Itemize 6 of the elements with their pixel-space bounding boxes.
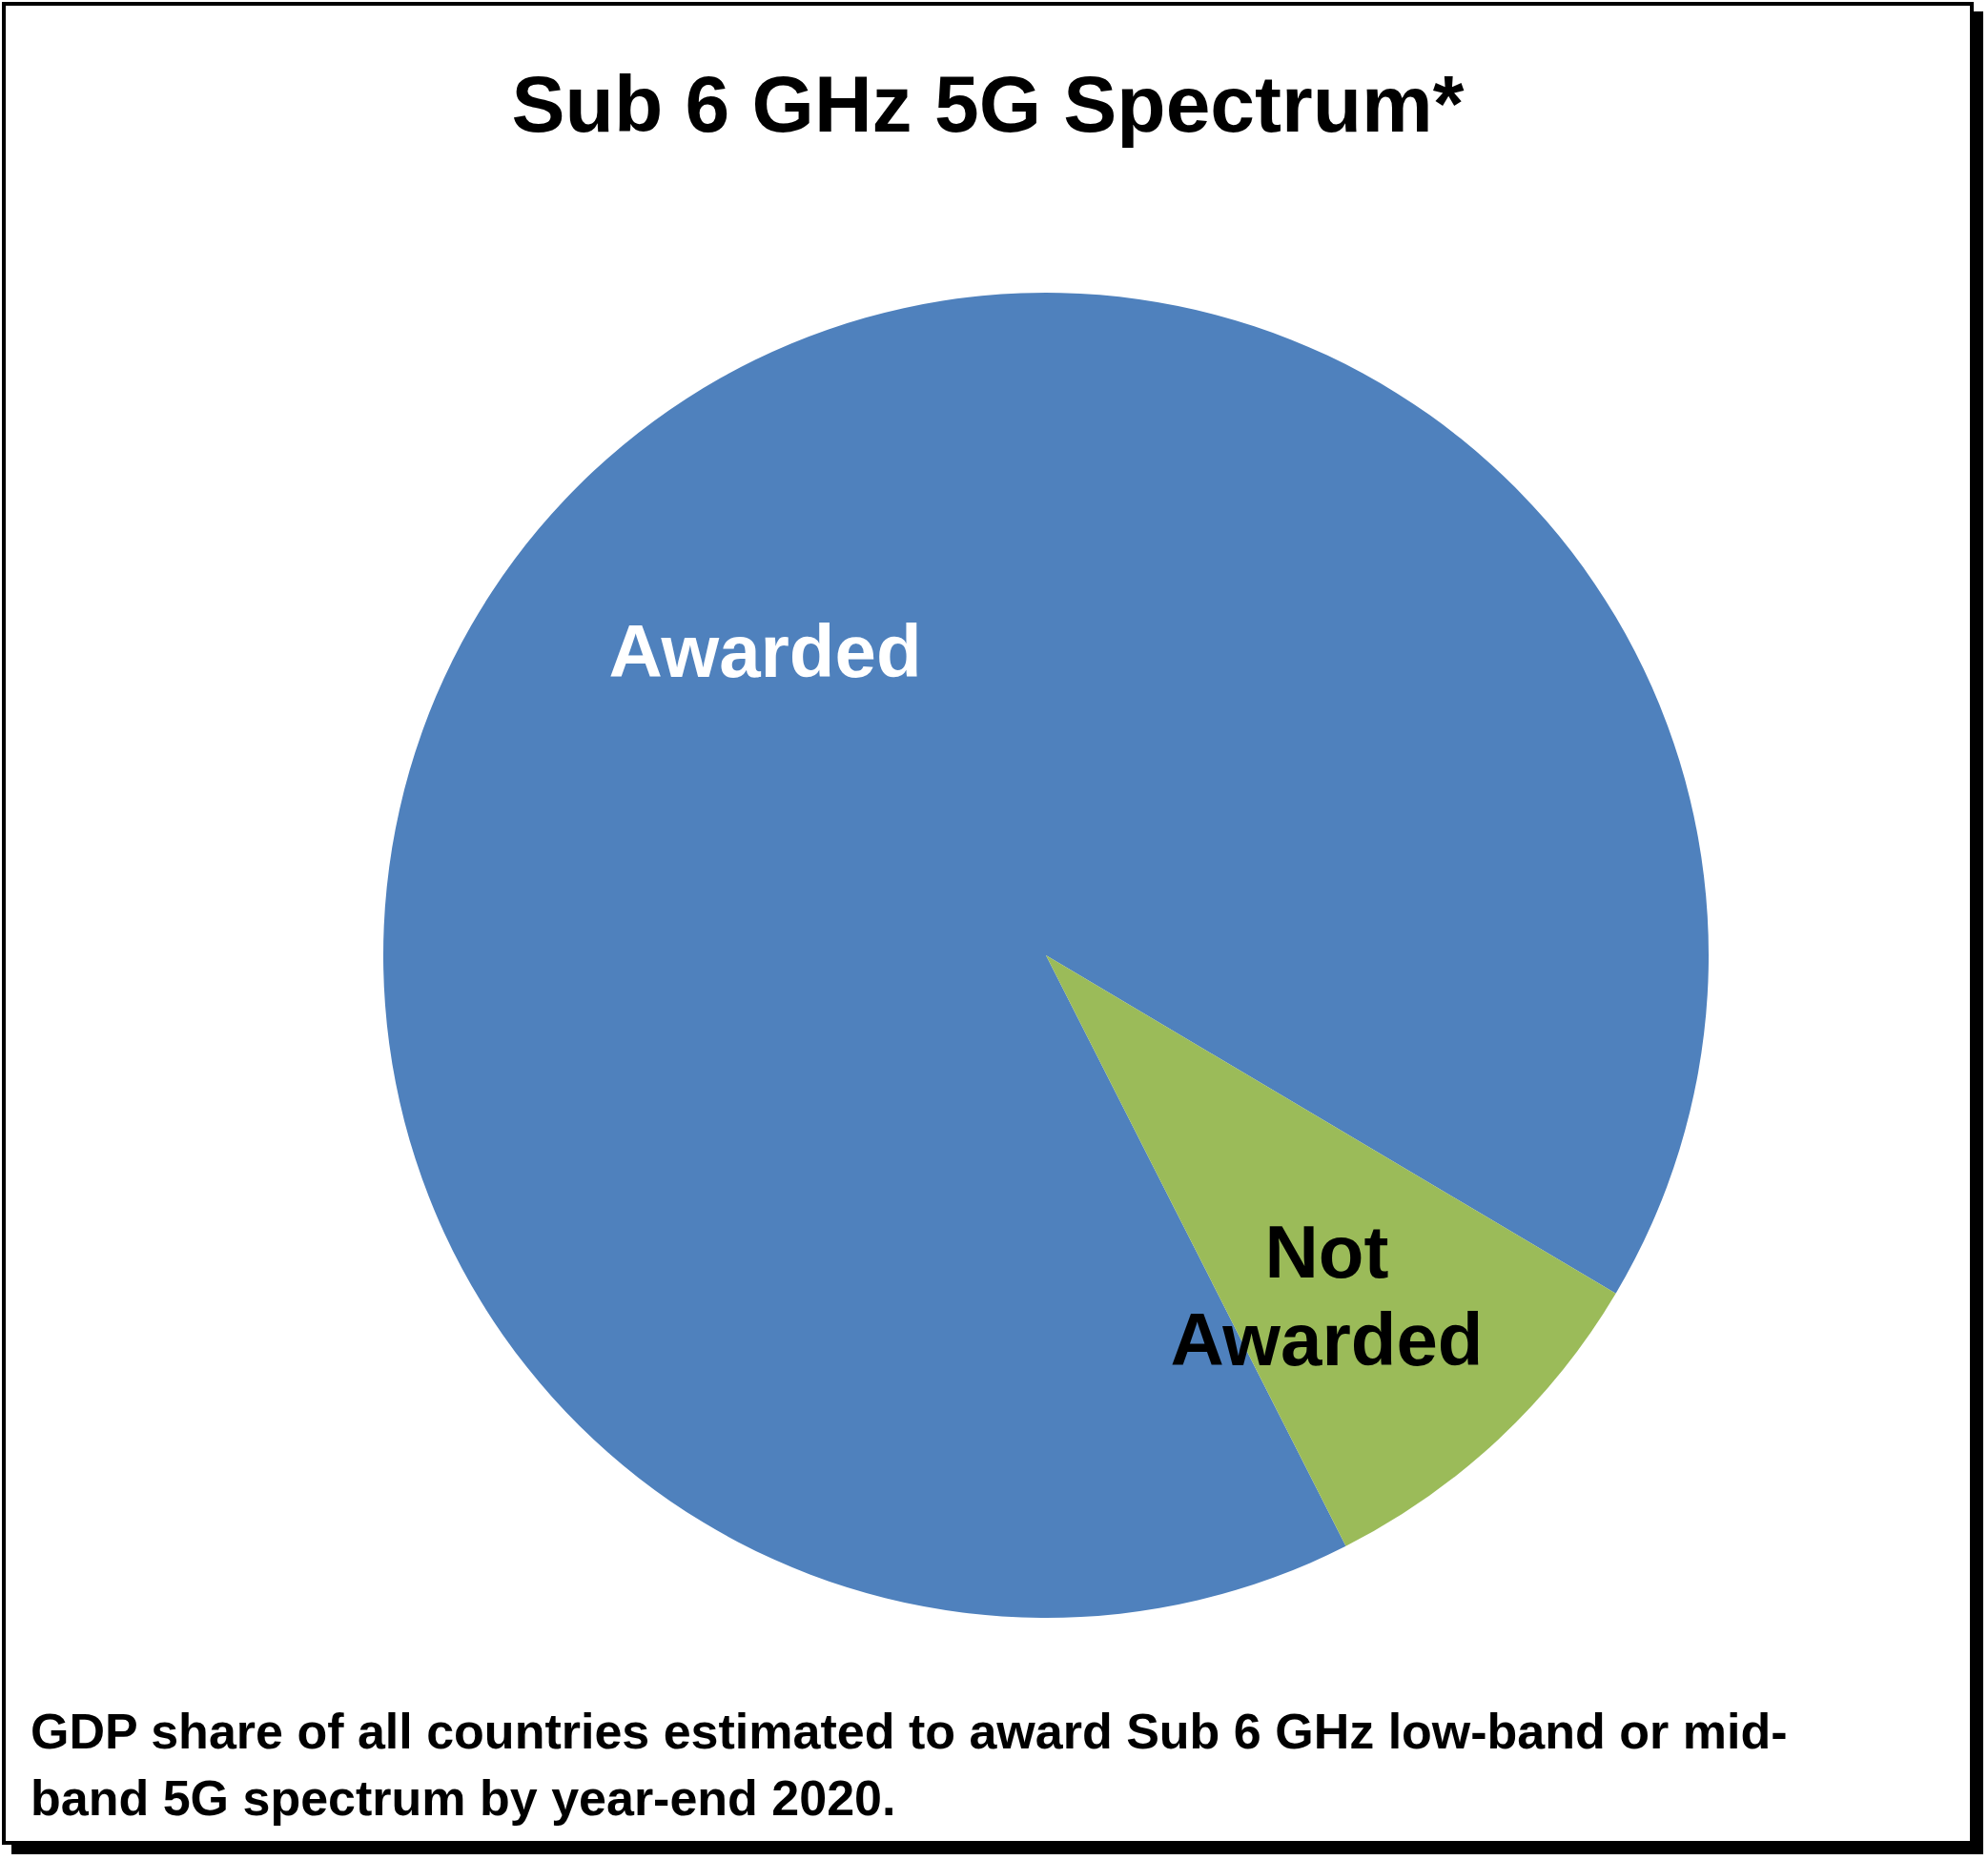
chart-title: Sub 6 GHz 5G Spectrum*: [510, 58, 1465, 151]
slice-label: Not Awarded: [1170, 1209, 1484, 1381]
pie-slice: [383, 293, 1709, 1618]
slice-label: Awarded: [608, 609, 922, 694]
pie-slice: [1046, 955, 1616, 1546]
text: GDP share of all countries estimated to award Sub 6 GHz low-band or mid-band 5G spectrum by year-end 2020.: [31, 1703, 1789, 1828]
